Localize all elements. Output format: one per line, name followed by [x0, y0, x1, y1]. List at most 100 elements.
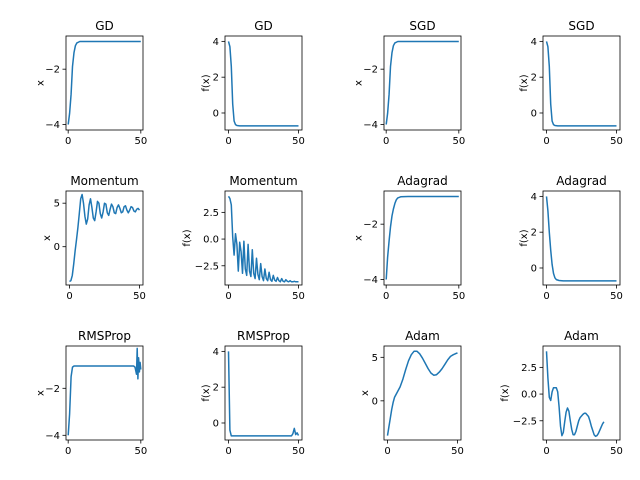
axes-frame — [65, 345, 144, 441]
series-line — [545, 196, 617, 282]
x-tick-label: 50 — [610, 291, 623, 302]
series-line — [386, 350, 458, 436]
y-tick-label: −2 — [363, 65, 378, 76]
subplot-title: Adagrad — [397, 174, 448, 188]
y-axis-label: x — [354, 235, 365, 241]
axes-frame — [224, 190, 303, 286]
subplot-title: Adagrad — [556, 174, 607, 188]
subplot-title: Adam — [405, 329, 440, 343]
subplot-4: SGD 0 50 0 2 4 f(x) — [519, 19, 623, 147]
x-tick-label: 50 — [610, 446, 623, 457]
subplot-11: Adam 0 50 0 5 x — [360, 329, 464, 457]
y-axis-label: f(x) — [519, 229, 530, 246]
y-axis-label: f(x) — [519, 74, 530, 91]
x-tick-label: 50 — [134, 136, 147, 147]
y-tick-label: −2 — [363, 220, 378, 231]
x-tick-label: 0 — [384, 446, 390, 457]
x-tick-label: 50 — [452, 136, 465, 147]
subplot-7: Adagrad 0 50 −4 −2 x — [354, 174, 466, 302]
y-axis-label: x — [354, 80, 365, 86]
series-line — [67, 347, 142, 436]
y-tick-label: 0.0 — [521, 390, 537, 401]
subplot-5: Momentum 0 50 0 5 x — [42, 174, 146, 302]
x-tick-label: 50 — [134, 446, 147, 457]
y-axis-label: x — [36, 80, 47, 86]
x-tick-label: 0 — [383, 291, 389, 302]
series-line — [227, 351, 300, 437]
x-tick-label: 50 — [451, 446, 464, 457]
x-tick-label: 50 — [133, 291, 146, 302]
x-tick-label: 0 — [543, 446, 549, 457]
y-tick-label: 0 — [213, 418, 219, 429]
x-tick-label: 50 — [292, 291, 305, 302]
subplot-2: GD 0 50 0 2 4 f(x) — [201, 19, 305, 147]
axes-frame — [383, 345, 462, 441]
subplot-12: Adam 0 50 −2.5 0.0 2.5 f(x) — [500, 329, 623, 457]
x-tick-label: 0 — [65, 446, 71, 457]
y-tick-label: −2.5 — [513, 416, 537, 427]
subplot-title: RMSProp — [237, 329, 290, 343]
y-tick-label: −4 — [45, 431, 60, 442]
y-tick-label: 0 — [372, 396, 378, 407]
y-tick-label: 2.5 — [203, 208, 219, 219]
subplot-title: Adam — [564, 329, 599, 343]
subplot-9: RMSProp 0 50 −4 −2x — [36, 329, 148, 457]
series-line — [227, 41, 299, 127]
series-line — [385, 40, 459, 125]
series-line — [67, 40, 141, 125]
y-axis-label: x — [36, 390, 47, 396]
y-tick-label: 4 — [213, 37, 219, 48]
y-tick-label: 2 — [531, 73, 537, 84]
subplot-title: SGD — [568, 19, 594, 33]
x-tick-label: 50 — [610, 136, 623, 147]
y-tick-label: −4 — [363, 120, 378, 131]
subplot-title: Momentum — [70, 174, 138, 188]
y-tick-label: 2 — [531, 228, 537, 239]
x-tick-label: 50 — [292, 136, 305, 147]
y-tick-label: −2 — [45, 65, 60, 76]
y-axis-label: f(x) — [182, 229, 193, 246]
axes-frame — [65, 190, 144, 286]
y-axis-label: f(x) — [201, 384, 212, 401]
x-tick-label: 50 — [292, 446, 305, 457]
x-tick-label: 0 — [66, 291, 72, 302]
x-tick-label: 0 — [543, 291, 549, 302]
y-tick-label: 0.0 — [203, 235, 219, 246]
subplot-10: RMSProp 0 50 0 2 4 f(x) — [201, 329, 305, 457]
y-tick-label: 0 — [213, 108, 219, 119]
y-tick-label: 2 — [213, 383, 219, 394]
y-axis-label: f(x) — [201, 74, 212, 91]
y-tick-label: 5 — [372, 353, 378, 364]
axes-frame — [65, 35, 144, 131]
series-line — [385, 195, 459, 280]
subplot-title: RMSProp — [78, 329, 131, 343]
x-tick-label: 0 — [543, 136, 549, 147]
subplot-title: SGD — [409, 19, 435, 33]
subplot-title: GD — [95, 19, 114, 33]
y-tick-label: 0 — [54, 242, 60, 253]
series-line — [69, 193, 141, 283]
axes-frame — [224, 345, 303, 441]
y-axis-label: x — [360, 390, 371, 396]
y-tick-label: 0 — [531, 108, 537, 119]
y-tick-label: 4 — [213, 347, 219, 358]
x-tick-label: 0 — [65, 136, 71, 147]
y-axis-label: x — [42, 235, 53, 241]
axes-frame — [383, 35, 462, 131]
series-line — [227, 195, 299, 283]
y-tick-label: −2.5 — [195, 261, 219, 272]
y-tick-label: −4 — [45, 120, 60, 131]
series-line — [545, 41, 617, 127]
y-tick-label: −2 — [45, 384, 60, 395]
subplot-3: SGD 0 50 −4 −2 x — [354, 19, 466, 147]
subplot-title: GD — [254, 19, 273, 33]
axes-frame — [542, 190, 621, 286]
axes-frame — [542, 345, 621, 441]
axes-frame — [224, 35, 303, 131]
x-tick-label: 0 — [225, 136, 231, 147]
y-axis-label: f(x) — [500, 384, 511, 401]
subplot-1: GD 0 50 −4 −2 x — [36, 19, 148, 147]
y-tick-label: 0 — [531, 263, 537, 274]
x-tick-label: 0 — [225, 446, 231, 457]
